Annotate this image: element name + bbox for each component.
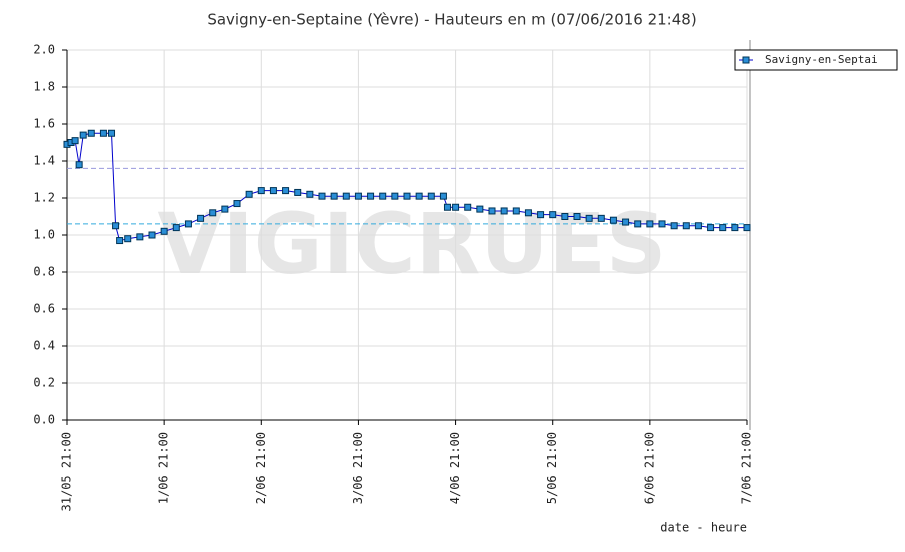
data-point [476, 205, 484, 213]
y-tick-label: 0.8 [33, 265, 55, 279]
data-point [75, 161, 83, 169]
data-point [464, 203, 472, 211]
data-point [524, 209, 532, 217]
data-point [573, 213, 581, 220]
data-point [585, 214, 593, 222]
data-point [294, 188, 302, 196]
data-point [99, 129, 107, 137]
y-tick-label: 1.8 [33, 80, 55, 94]
y-tick-label: 0.4 [33, 339, 55, 353]
data-point [160, 227, 168, 235]
data-point [112, 222, 120, 230]
y-tick-label: 2.0 [33, 43, 55, 57]
data-point [743, 224, 751, 232]
data-point [391, 192, 399, 200]
data-point [634, 220, 642, 228]
y-tick-label: 0.2 [33, 376, 55, 390]
data-point [87, 129, 95, 137]
x-tick-label: 5/06 21:00 [545, 432, 559, 504]
x-tick-label: 2/06 21:00 [254, 432, 268, 504]
data-point [233, 200, 241, 208]
data-point [172, 224, 180, 232]
data-point [269, 187, 277, 195]
data-point [108, 129, 116, 137]
data-point [658, 220, 666, 228]
data-point [622, 218, 630, 226]
data-point [209, 209, 217, 217]
data-point [646, 220, 654, 228]
data-point [79, 131, 87, 139]
data-point [245, 190, 253, 198]
data-point [148, 231, 156, 239]
y-tick-label: 1.6 [33, 117, 55, 131]
data-point [707, 224, 715, 232]
data-point [221, 205, 229, 213]
y-tick-label: 1.0 [33, 228, 55, 242]
y-tick-label: 1.2 [33, 191, 55, 205]
x-tick-label: 3/06 21:00 [351, 432, 365, 504]
y-tick-label: 1.4 [33, 154, 55, 168]
data-point [379, 192, 387, 200]
data-point [136, 233, 144, 241]
data-point [682, 222, 690, 230]
data-point [124, 235, 132, 243]
data-point [452, 203, 460, 211]
data-point [512, 207, 520, 215]
x-tick-label: 4/06 21:00 [448, 432, 462, 504]
data-point [609, 216, 617, 224]
y-tick-label: 0.6 [33, 302, 55, 316]
legend-box [734, 49, 898, 71]
data-point [318, 192, 326, 200]
data-point [443, 203, 451, 211]
data-point [257, 187, 265, 195]
x-tick-label: 31/05 21:00 [60, 432, 74, 511]
watermark: VIGICRUES [158, 195, 667, 293]
data-point [597, 214, 605, 222]
data-point [500, 207, 508, 215]
x-tick-label: 7/06 21:00 [740, 432, 754, 504]
data-point [537, 211, 545, 219]
y-tick-label: 0.0 [33, 413, 55, 427]
data-point [561, 213, 569, 220]
data-point [306, 190, 314, 198]
data-point [116, 237, 124, 245]
data-point [731, 224, 739, 232]
data-point [694, 222, 702, 230]
data-point [367, 192, 375, 200]
data-point [354, 192, 362, 200]
data-point [549, 211, 557, 219]
data-point [439, 192, 447, 200]
legend-marker [742, 56, 750, 64]
data-point [197, 214, 205, 222]
data-point [403, 192, 411, 200]
chart-title: Savigny-en-Septaine (Yèvre) - Hauteurs e… [207, 11, 696, 29]
data-point [670, 222, 678, 230]
data-point [282, 187, 290, 195]
data-point [330, 192, 338, 200]
data-point [488, 207, 496, 215]
data-point [184, 220, 192, 228]
data-point [71, 137, 79, 145]
legend-label: Savigny-en-Septai [765, 53, 878, 66]
data-point [427, 192, 435, 200]
data-point [342, 192, 350, 200]
data-point [719, 224, 727, 232]
data-point [415, 192, 423, 200]
x-axis-label: date - heure [660, 521, 747, 535]
x-tick-label: 6/06 21:00 [642, 432, 656, 504]
x-tick-label: 1/06 21:00 [157, 432, 171, 504]
